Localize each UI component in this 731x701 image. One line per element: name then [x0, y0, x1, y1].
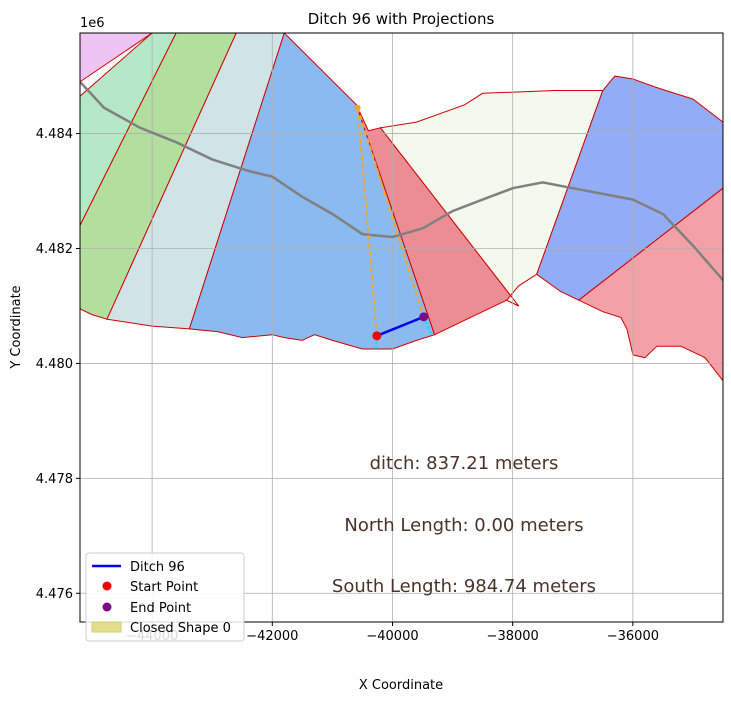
legend-start-swatch: [102, 581, 112, 591]
projection-line-right: [356, 107, 425, 318]
legend: Ditch 96 Start Point End Point Closed Sh…: [85, 552, 245, 642]
x-tick-label-4: −36000: [607, 629, 659, 644]
x-tick-label-2: −40000: [366, 629, 418, 644]
y-tick-label-1: 4.478: [36, 472, 73, 487]
legend-start-label: Start Point: [130, 580, 198, 595]
start-point: [372, 331, 382, 341]
polygon-strip-pink: [80, 33, 153, 83]
x-tick-label-3: −38000: [487, 629, 539, 644]
end-point: [419, 312, 429, 322]
grid-lines: [80, 33, 723, 622]
y-axis-ticks: 4.476 4.478 4.480 4.482 4.484: [36, 127, 80, 602]
ditch-line: [376, 315, 425, 337]
x-tick-label-1: −42000: [246, 629, 298, 644]
legend-ditch-label: Ditch 96: [130, 560, 185, 575]
legend-box: [85, 552, 245, 642]
gray-path-line: [80, 80, 723, 281]
plot-points: [354, 104, 429, 341]
plot-title: Ditch 96 with Projections: [308, 10, 495, 28]
legend-shape-swatch: [91, 621, 122, 633]
legend-end-label: End Point: [130, 601, 191, 616]
south-length-annotation: South Length: 984.74 meters: [332, 576, 596, 597]
projection-origin-point: [354, 104, 361, 111]
legend-end-swatch: [102, 602, 112, 612]
projection-line-left: [356, 107, 378, 336]
y-axis-label: Y Coordinate: [9, 285, 24, 369]
y-tick-label-0: 4.476: [36, 587, 73, 602]
offset-label: 1e6: [80, 16, 105, 31]
x-axis-label: X Coordinate: [359, 678, 443, 693]
y-tick-label-3: 4.482: [36, 242, 73, 257]
cyan-tick-right: [422, 316, 433, 336]
ditch-length-annotation: ditch: 837.21 meters: [370, 453, 559, 474]
polygon-strip-royal: [536, 75, 723, 301]
polygon-strip-red-right: [577, 187, 723, 382]
y-tick-label-4: 4.484: [36, 127, 73, 142]
north-length-annotation: North Length: 0.00 meters: [344, 515, 583, 536]
zone-polygons: [80, 33, 723, 382]
plot-frame: [79, 32, 724, 623]
y-tick-label-2: 4.480: [36, 357, 73, 372]
legend-shape-label: Closed Shape 0: [130, 621, 231, 636]
